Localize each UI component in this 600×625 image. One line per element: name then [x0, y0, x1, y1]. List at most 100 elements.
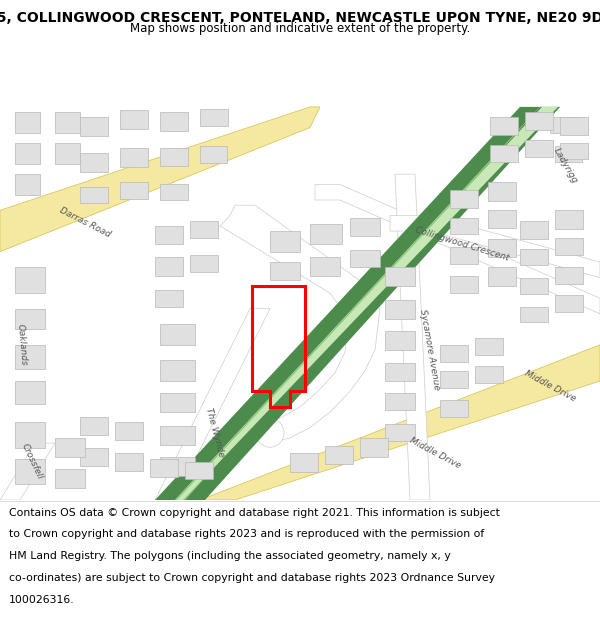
- Bar: [560, 118, 588, 135]
- Polygon shape: [220, 205, 380, 443]
- Bar: [15, 459, 45, 484]
- Text: Sycamore Avenue: Sycamore Avenue: [418, 309, 442, 391]
- Bar: [155, 290, 183, 306]
- Bar: [488, 211, 516, 228]
- Bar: [475, 338, 503, 355]
- Bar: [560, 143, 588, 159]
- Bar: [55, 143, 80, 164]
- Polygon shape: [177, 107, 558, 500]
- Bar: [155, 226, 183, 244]
- Polygon shape: [185, 107, 560, 500]
- Bar: [520, 306, 548, 322]
- Bar: [550, 118, 580, 132]
- Text: Collingwood Crescent: Collingwood Crescent: [414, 226, 510, 263]
- Text: Map shows position and indicative extent of the property.: Map shows position and indicative extent…: [130, 22, 470, 35]
- Bar: [150, 459, 178, 478]
- Bar: [15, 143, 40, 164]
- Bar: [160, 456, 195, 476]
- Bar: [360, 438, 388, 456]
- Text: Darras Road: Darras Road: [58, 206, 112, 239]
- Bar: [290, 454, 318, 472]
- Bar: [160, 361, 195, 381]
- Text: co-ordinates) are subject to Crown copyright and database rights 2023 Ordnance S: co-ordinates) are subject to Crown copyr…: [9, 573, 495, 583]
- Bar: [555, 146, 582, 162]
- Bar: [190, 221, 218, 238]
- Bar: [80, 186, 108, 203]
- Bar: [520, 249, 548, 265]
- Bar: [450, 276, 478, 293]
- Bar: [15, 422, 45, 448]
- Polygon shape: [200, 345, 600, 500]
- Bar: [190, 255, 218, 272]
- Bar: [160, 184, 188, 200]
- Bar: [555, 295, 583, 312]
- Bar: [520, 221, 548, 239]
- Polygon shape: [395, 174, 430, 500]
- Text: Middle Drive: Middle Drive: [523, 369, 577, 404]
- Bar: [440, 345, 468, 362]
- Bar: [200, 146, 227, 162]
- Text: Contains OS data © Crown copyright and database right 2021. This information is : Contains OS data © Crown copyright and d…: [9, 508, 500, 518]
- Bar: [385, 424, 415, 441]
- Bar: [80, 418, 108, 435]
- Bar: [350, 249, 380, 268]
- Bar: [270, 231, 300, 252]
- Bar: [15, 345, 45, 369]
- Bar: [15, 112, 40, 132]
- Bar: [385, 331, 415, 350]
- Bar: [385, 301, 415, 319]
- Bar: [350, 217, 380, 236]
- Bar: [450, 246, 478, 264]
- Bar: [160, 112, 188, 131]
- Bar: [15, 309, 45, 329]
- Polygon shape: [390, 216, 600, 278]
- Bar: [440, 399, 468, 418]
- Bar: [115, 454, 143, 471]
- Bar: [385, 364, 415, 381]
- Bar: [160, 324, 195, 345]
- Text: 100026316.: 100026316.: [9, 595, 74, 605]
- Bar: [310, 257, 340, 276]
- Polygon shape: [315, 184, 600, 314]
- Bar: [185, 462, 213, 479]
- Bar: [440, 371, 468, 388]
- Bar: [450, 189, 478, 208]
- Bar: [160, 148, 188, 166]
- Bar: [270, 262, 300, 279]
- Text: The Wynde: The Wynde: [204, 407, 226, 459]
- Bar: [80, 118, 108, 136]
- Text: HM Land Registry. The polygons (including the associated geometry, namely x, y: HM Land Registry. The polygons (includin…: [9, 551, 451, 561]
- Circle shape: [256, 418, 284, 447]
- Bar: [555, 211, 583, 229]
- Bar: [80, 448, 108, 466]
- Bar: [160, 426, 195, 445]
- Polygon shape: [175, 107, 560, 500]
- Bar: [55, 112, 80, 132]
- Polygon shape: [155, 309, 270, 500]
- Bar: [490, 118, 518, 135]
- Bar: [385, 394, 415, 410]
- Bar: [525, 112, 553, 129]
- Bar: [55, 469, 85, 488]
- Polygon shape: [0, 443, 55, 500]
- Bar: [200, 109, 228, 126]
- Bar: [120, 148, 148, 167]
- Polygon shape: [0, 107, 320, 252]
- Bar: [115, 422, 143, 440]
- Bar: [15, 174, 40, 195]
- Bar: [488, 268, 516, 286]
- Text: 25, COLLINGWOOD CRESCENT, PONTELAND, NEWCASTLE UPON TYNE, NE20 9DZ: 25, COLLINGWOOD CRESCENT, PONTELAND, NEW…: [0, 11, 600, 25]
- Bar: [520, 278, 548, 294]
- Bar: [488, 182, 516, 201]
- Bar: [120, 182, 148, 199]
- Bar: [155, 257, 183, 276]
- Bar: [490, 145, 518, 162]
- Bar: [450, 217, 478, 234]
- Bar: [525, 140, 553, 156]
- Bar: [80, 154, 108, 172]
- Bar: [310, 224, 342, 244]
- Bar: [488, 239, 516, 257]
- Text: to Crown copyright and database rights 2023 and is reproduced with the permissio: to Crown copyright and database rights 2…: [9, 529, 484, 539]
- Text: Middle Drive: Middle Drive: [408, 436, 462, 471]
- Bar: [555, 238, 583, 255]
